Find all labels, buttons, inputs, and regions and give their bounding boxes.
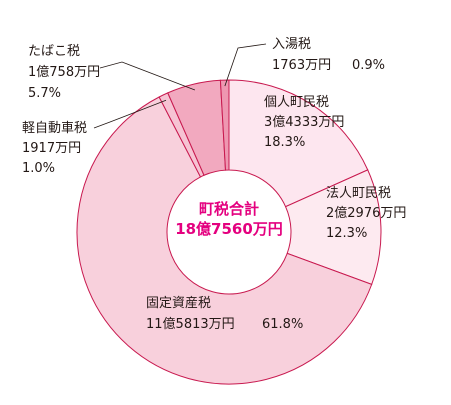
label-name-kotei: 固定資産税 — [146, 295, 211, 311]
label-name-keijidosha: 軽自動車税 — [22, 121, 87, 136]
label-name-hojin: 法人町民税 — [326, 186, 391, 201]
slice-nyuto — [219, 79, 230, 171]
label-percent-kojin: 18.3% — [264, 135, 305, 150]
label-percent-nyuto: 0.9% — [352, 58, 385, 73]
label-amount-tabako: 1億758万円 — [28, 64, 100, 80]
leader-line-keijidosha — [93, 99, 167, 129]
label-percent-hojin: 12.3% — [326, 226, 367, 241]
center-total: 18億7560万円 — [175, 220, 283, 238]
center-title: 町税合計 — [199, 200, 259, 218]
label-amount-nyuto: 1763万円 — [272, 58, 331, 73]
label-amount-hojin: 2億2976万円 — [326, 205, 406, 221]
slices-group — [76, 79, 382, 385]
label-name-nyuto: 入湯税 — [272, 37, 311, 52]
label-percent-kotei: 61.8% — [262, 317, 303, 332]
label-amount-kotei: 11億5813万円 — [146, 316, 235, 332]
slice-labels: 入湯税 1763万円 0.9% 個人町民税 3億4333万円 18.3% 法人町… — [22, 37, 406, 332]
slice-kojin — [228, 79, 369, 208]
leader-line-tabako — [99, 61, 196, 91]
label-amount-keijidosha: 1917万円 — [22, 141, 81, 156]
slice-kotei — [76, 96, 373, 385]
leader-line-nyuto — [224, 43, 267, 87]
label-percent-tabako: 5.7% — [28, 86, 61, 101]
label-amount-kojin: 3億4333万円 — [264, 114, 344, 130]
label-percent-keijidosha: 1.0% — [22, 161, 55, 176]
label-name-tabako: たばこ税 — [28, 44, 80, 59]
label-name-kojin: 個人町民税 — [264, 95, 329, 110]
leader-lines — [93, 43, 267, 129]
